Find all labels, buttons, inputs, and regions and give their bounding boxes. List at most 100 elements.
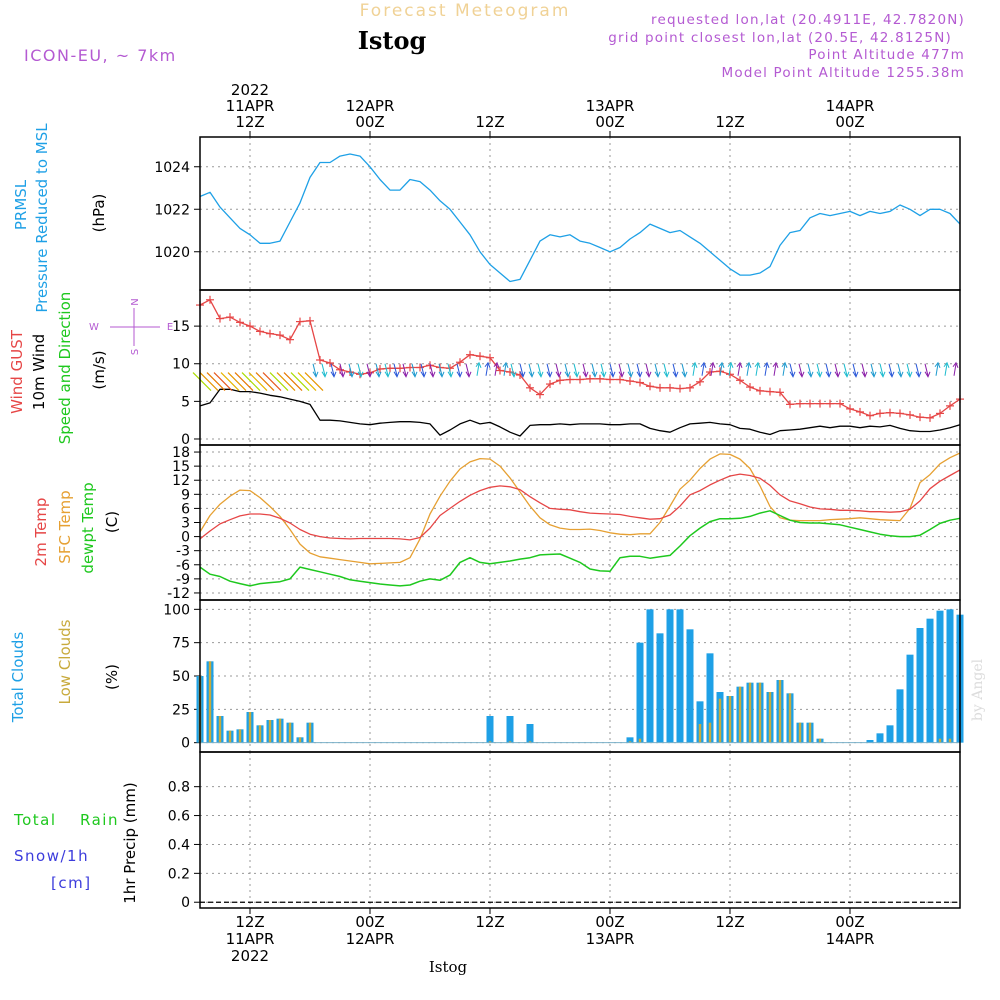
gust-marker: [496, 366, 504, 375]
wind-direction-arrow: [456, 363, 463, 378]
low-cloud-bar: [228, 730, 232, 743]
arrow-head: [366, 371, 373, 378]
arrow-shaft: [546, 363, 551, 376]
wind-direction-arrow: [348, 363, 355, 378]
low-cloud-bar: [258, 725, 262, 743]
y-tick-label: 9: [181, 487, 190, 503]
y-tick-label: -6: [176, 558, 190, 574]
wind-direction-arrow: [357, 363, 364, 378]
arrow-head: [502, 361, 509, 368]
gust-marker: [876, 409, 884, 418]
total-cloud-bar: [926, 618, 934, 743]
wind-direction-arrow: [600, 363, 607, 378]
arrow-head: [825, 371, 832, 378]
gust-marker: [746, 383, 754, 392]
panel-frame: [199, 136, 961, 291]
arrow-head: [924, 371, 931, 378]
y-tick-label: 50: [172, 669, 190, 685]
arrow-shaft: [330, 363, 335, 376]
dewpoint-line: [199, 510, 961, 587]
t2m-label: 2m Temp: [32, 498, 50, 567]
arrow-head: [618, 371, 625, 378]
arrow-head: [789, 371, 796, 378]
wind-direction-arrow: [798, 363, 805, 378]
wind-direction-arrow: [763, 361, 770, 376]
arrow-head: [600, 371, 607, 378]
x-tick-label-top: 12APR: [346, 97, 395, 115]
wind-direction-arrow: [276, 372, 296, 391]
arrow-shaft: [654, 363, 659, 376]
arrow-shaft: [375, 363, 380, 376]
arrow-head: [555, 371, 562, 378]
wind-direction-arrow: [484, 361, 491, 376]
gust-marker: [836, 399, 844, 408]
arrow-shaft: [773, 363, 777, 376]
gust-marker: [486, 353, 494, 362]
wind-direction-arrow: [781, 361, 788, 376]
pressure-label-2: Pressure Reduced to MSL: [33, 123, 51, 313]
arrow-shaft: [789, 363, 794, 376]
wind-direction-arrow: [241, 372, 261, 391]
y-tick-label: 3: [181, 516, 190, 532]
gust-marker: [466, 350, 474, 359]
arrow-shaft: [591, 363, 596, 376]
y-tick-label: 10: [172, 357, 190, 373]
wind-direction-arrow: [248, 372, 268, 391]
arrow-shaft: [510, 363, 515, 376]
arrow-shaft: [944, 363, 948, 376]
wind-direction-arrow: [663, 363, 670, 378]
x-tick-label-top: 00Z: [355, 113, 384, 131]
gust-marker: [546, 380, 554, 389]
wind-direction-arrow: [304, 372, 324, 391]
total-cloud-bar: [486, 716, 494, 743]
wind-direction-arrow: [718, 361, 725, 376]
arrow-head: [915, 371, 922, 378]
gust-marker: [866, 411, 874, 420]
wind-direction-arrow: [825, 363, 832, 378]
low-cloud-bar: [808, 722, 812, 743]
wind-direction-arrow: [681, 363, 688, 378]
total-cloud-bar: [506, 716, 514, 743]
x-tick-label-top: 12Z: [475, 113, 504, 131]
arrow-head: [375, 371, 382, 378]
arrow-shaft: [600, 363, 605, 376]
total-cloud-bar: [666, 609, 674, 743]
arrow-shaft: [852, 363, 857, 376]
low-cloud-bar: [268, 720, 272, 743]
requested-coords: requested lon,lat (20.4911E, 42.7820N): [651, 12, 965, 28]
wind-direction-arrow: [375, 363, 382, 378]
gust-marker: [416, 363, 424, 372]
temp-2m-line: [199, 469, 961, 541]
compass-north: N: [130, 298, 141, 305]
wind-direction-arrow: [393, 363, 400, 378]
arrow-shaft: [755, 363, 759, 376]
gust-marker: [706, 368, 714, 377]
arrow-shaft: [402, 363, 407, 376]
x-tick-label-bottom: 12Z: [235, 913, 264, 931]
compass-south: S: [130, 349, 141, 355]
arrow-head: [709, 361, 716, 368]
arrow-head: [888, 371, 895, 378]
arrow-shaft: [636, 363, 641, 376]
arrow-head: [528, 371, 535, 378]
arrow-head: [384, 371, 391, 378]
arrow-head: [484, 361, 491, 368]
wind-direction-arrow: [290, 372, 310, 391]
arrow-head: [934, 361, 941, 368]
wind-direction-arrow: [934, 361, 941, 376]
arrow-head: [537, 371, 544, 378]
arrow-shaft: [861, 363, 866, 376]
gust-marker: [906, 410, 914, 419]
gust-marker: [526, 383, 534, 392]
low-cloud-bar: [208, 661, 212, 743]
low-cloud-bar: [748, 682, 752, 743]
gust-marker: [536, 390, 544, 399]
y-tick-label: 0.4: [168, 837, 190, 853]
wind-direction-arrow: [745, 361, 752, 376]
gust-marker: [946, 401, 954, 410]
x-tick-label-bottom: 12Z: [475, 913, 504, 931]
y-tick-label: 0: [181, 736, 190, 752]
gust-marker: [786, 400, 794, 409]
arrow-shaft: [672, 363, 677, 376]
gust-marker: [916, 413, 924, 422]
